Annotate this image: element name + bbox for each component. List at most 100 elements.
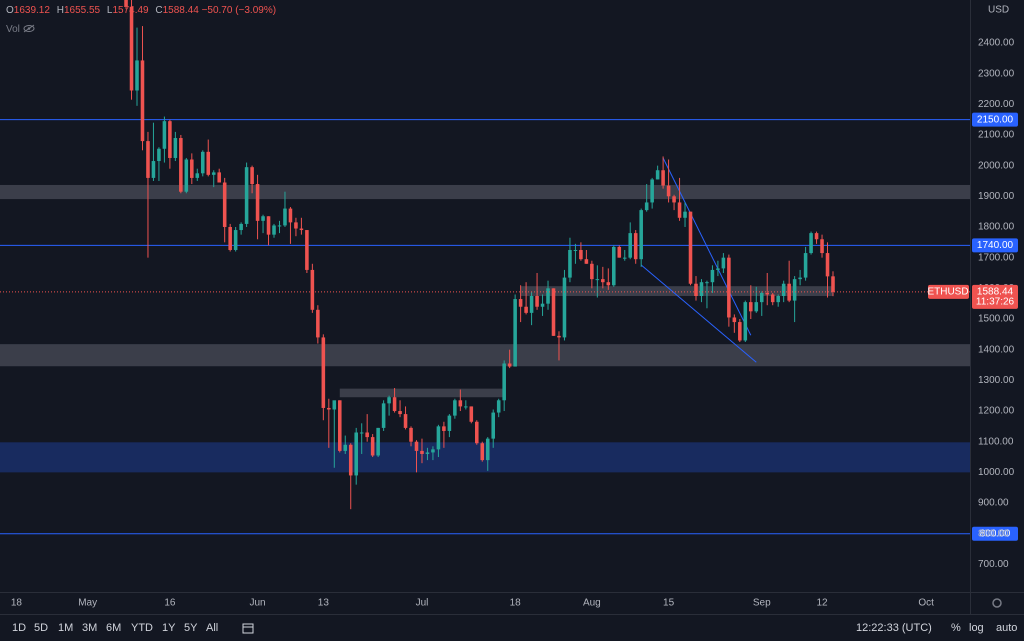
candle-body (518, 299, 523, 307)
x-tick-label: Sep (753, 598, 771, 609)
currency-label: USD (988, 5, 1009, 16)
candle-body (195, 173, 200, 178)
level-label: 800.00 (980, 528, 1011, 539)
range-button[interactable]: 5D (34, 622, 49, 634)
candle-body (453, 400, 457, 416)
zone (0, 442, 970, 473)
candle-body (420, 450, 424, 454)
candle-body (414, 441, 419, 451)
candle-body (825, 253, 830, 277)
candle-body (749, 302, 753, 312)
candle-body (469, 406, 474, 422)
candle-body (781, 283, 786, 296)
y-tick-label: 1400.00 (978, 344, 1015, 355)
candle-body (332, 400, 337, 410)
scale-option[interactable]: auto (996, 622, 1018, 634)
candle-body (672, 196, 676, 203)
volume-label: Vol (6, 23, 35, 35)
candle-body (217, 172, 221, 183)
scale-option[interactable]: log (969, 622, 984, 634)
zone (339, 388, 505, 398)
range-button[interactable]: 5Y (184, 622, 198, 634)
candle-body (409, 427, 413, 442)
ohlc-header: O1639.12 H1655.55 L1574.49 C1588.44 −50.… (6, 5, 276, 16)
candle-body (184, 159, 189, 192)
candle-body (474, 421, 479, 444)
candle-body (694, 283, 698, 296)
candle-body (129, 6, 134, 91)
x-tick-label: 13 (318, 598, 330, 609)
eye-icon[interactable] (23, 24, 35, 33)
candle-body (666, 185, 671, 197)
range-button[interactable]: 3M (82, 622, 98, 634)
candle-body (447, 415, 452, 431)
range-button[interactable]: All (206, 622, 219, 634)
candle-body (562, 277, 567, 338)
candle-body (639, 210, 643, 260)
level-label: 2150.00 (977, 114, 1014, 125)
candle-body (727, 257, 731, 318)
x-tick-label: 15 (663, 598, 675, 609)
candle-body (644, 202, 649, 211)
candle-body (485, 438, 490, 461)
y-tick-label: 2400.00 (978, 38, 1015, 49)
header-key: C (155, 5, 163, 16)
level-badge (972, 526, 1018, 541)
candle-body (348, 444, 353, 476)
x-tick-label: 12 (816, 598, 828, 609)
y-tick-label: 1800.00 (978, 222, 1015, 233)
settings-icon[interactable] (992, 598, 1002, 608)
candle-body (683, 211, 687, 218)
zone (0, 344, 970, 367)
header-value: 1574.49 (112, 5, 149, 16)
range-button[interactable]: YTD (131, 622, 153, 634)
candle-body (573, 249, 578, 251)
candle-body (135, 60, 139, 91)
trendline (662, 157, 752, 336)
candle-body (354, 432, 358, 476)
candle-body (798, 277, 802, 280)
range-button[interactable]: 1Y (162, 622, 176, 634)
candle-body (551, 288, 556, 336)
calendar-icon[interactable] (242, 622, 254, 634)
x-tick-label: Jun (250, 598, 266, 609)
y-tick-label: 1500.00 (978, 314, 1015, 325)
candle-body (316, 309, 320, 338)
y-tick-label: 1000.00 (978, 467, 1015, 478)
candle-body (710, 269, 715, 283)
volume-text: Vol (6, 24, 20, 35)
range-button[interactable]: 1D (12, 622, 27, 634)
level-badge (972, 238, 1018, 253)
range-button[interactable]: 1M (58, 622, 74, 634)
candle-body (365, 432, 369, 438)
candle-body (266, 216, 271, 235)
candle-body (540, 303, 545, 307)
candle-body (288, 208, 293, 223)
candle-body (157, 148, 161, 162)
candle-body (272, 225, 276, 235)
candle-body (765, 292, 770, 295)
x-tick-label: Oct (918, 598, 934, 609)
y-tick-label: 2100.00 (978, 130, 1015, 141)
candle-body (688, 211, 693, 284)
scale-option[interactable]: % (951, 622, 961, 634)
candle-body (403, 414, 408, 428)
range-button[interactable]: 6M (106, 622, 122, 634)
candle-body (617, 246, 622, 258)
candle-body (661, 170, 665, 186)
candle-body (743, 302, 748, 341)
candle-body (831, 276, 835, 292)
candle-body (162, 121, 167, 149)
candle-body (179, 138, 183, 192)
candle-body (496, 400, 501, 413)
candle-body (595, 279, 600, 281)
candle-body (584, 259, 589, 264)
candle-body (239, 223, 243, 231)
plot-area (0, 0, 970, 535)
candle-body (809, 233, 813, 254)
candle-body (173, 138, 178, 158)
candle-body (376, 427, 380, 456)
symbol-badge (928, 284, 969, 299)
candle-body (820, 239, 824, 254)
candle-body (370, 437, 375, 456)
